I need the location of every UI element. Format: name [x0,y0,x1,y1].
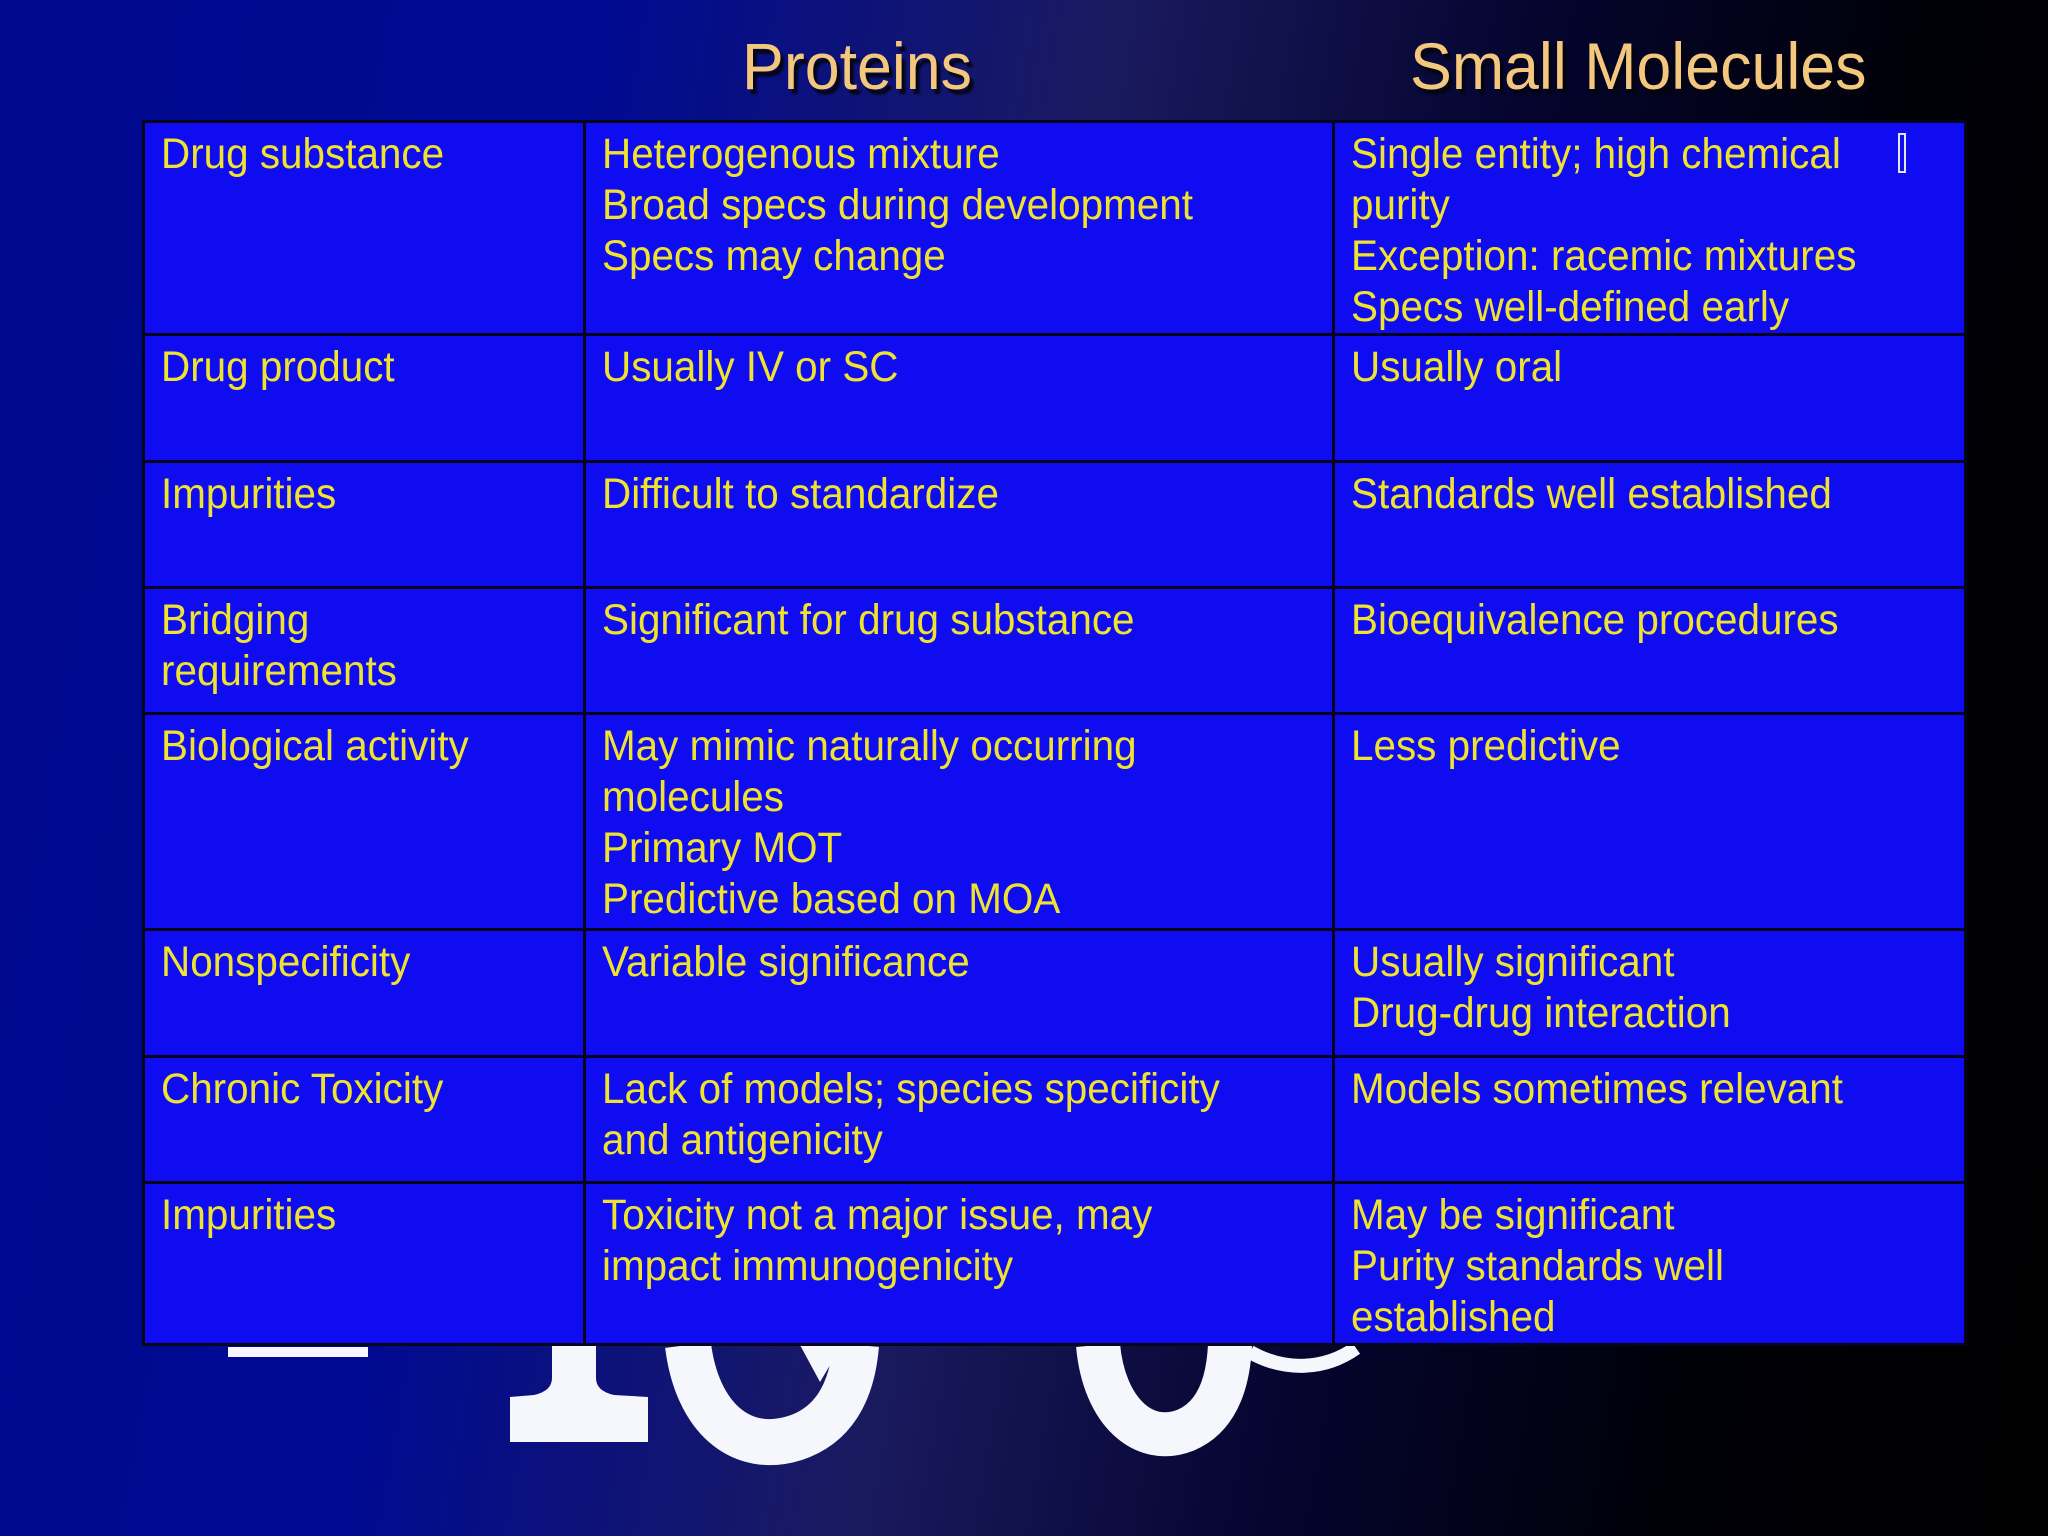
proteins-cell: May mimic naturally occurring molecules … [586,715,1332,928]
small-molecules-value: Standards well established [1351,470,1832,518]
row-label-cell: Impurities [145,463,583,586]
small-molecules-value: Usually oral [1351,343,1563,391]
row-label: Drug substance [161,130,445,178]
proteins-value: Lack of models; species specificity and … [602,1065,1220,1164]
row-label: Drug product [161,343,395,391]
row-label: Bridging requirements [161,596,397,695]
proteins-value: Difficult to standardize [602,470,999,518]
proteins-cell: Toxicity not a major issue, may impact i… [586,1184,1332,1343]
small-molecules-value: Models sometimes relevant [1351,1065,1843,1113]
row-label: Nonspecificity [161,938,411,986]
row-label-cell: Drug substance [145,123,583,333]
small-molecules-value: Single entity; high chemical purity Exce… [1351,130,1857,331]
row-label: Biological activity [161,722,469,770]
proteins-cell: Heterogenous mixture Broad specs during … [586,123,1332,333]
small-molecules-cell: Usually significant Drug-drug interactio… [1335,931,1964,1055]
row-label: Impurities [161,470,337,518]
small-molecules-cell: Standards well established [1335,463,1964,586]
row-label: Chronic Toxicity [161,1065,444,1113]
proteins-value: Usually IV or SC [602,343,899,391]
small-molecules-value: Bioequivalence procedures [1351,596,1839,644]
proteins-cell: Significant for drug substance [586,589,1332,712]
small-molecules-value: Less predictive [1351,722,1621,770]
small-molecules-cell: May be significant Purity standards well… [1335,1184,1964,1343]
row-label-cell: Impurities [145,1184,583,1343]
cursor-artifact [1898,133,1906,173]
row-label-cell: Nonspecificity [145,931,583,1055]
proteins-cell: Variable significance [586,931,1332,1055]
row-label: Impurities [161,1191,337,1239]
small-molecules-cell: Single entity; high chemical purity Exce… [1335,123,1964,333]
proteins-value: Toxicity not a major issue, may impact i… [602,1191,1153,1290]
row-label-cell: Drug product [145,336,583,460]
column-header-proteins: Proteins [742,29,973,103]
small-molecules-value: May be significant Purity standards well… [1351,1191,1724,1341]
proteins-value: Significant for drug substance [602,596,1135,644]
column-header-small-molecules: Small Molecules [1410,29,1867,103]
small-molecules-cell: Bioequivalence procedures [1335,589,1964,712]
small-molecules-cell: Usually oral [1335,336,1964,460]
row-label-cell: Chronic Toxicity [145,1058,583,1181]
small-molecules-value: Usually significant Drug-drug interactio… [1351,938,1731,1037]
proteins-value: May mimic naturally occurring molecules … [602,722,1137,923]
proteins-value: Variable significance [602,938,970,986]
watermark-fragment [665,1341,1361,1466]
comparison-table: Drug substance Heterogenous mixture Broa… [142,120,1967,1346]
row-label-cell: Biological activity [145,715,583,928]
proteins-cell: Usually IV or SC [586,336,1332,460]
row-label-cell: Bridging requirements [145,589,583,712]
proteins-cell: Lack of models; species specificity and … [586,1058,1332,1181]
small-molecules-cell: Models sometimes relevant [1335,1058,1964,1181]
small-molecules-cell: Less predictive [1335,715,1964,928]
proteins-value: Heterogenous mixture Broad specs during … [602,130,1193,280]
watermark-fragment [228,1345,842,1442]
proteins-cell: Difficult to standardize [586,463,1332,586]
